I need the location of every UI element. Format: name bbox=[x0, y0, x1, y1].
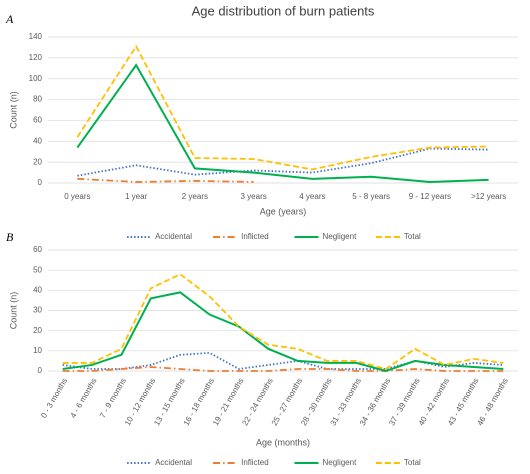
series-line bbox=[76, 63, 489, 183]
y-axis-title: Count (n) bbox=[8, 91, 18, 129]
series-line bbox=[62, 366, 504, 372]
series-line bbox=[62, 351, 504, 370]
x-axis-title: Age (months) bbox=[256, 437, 310, 447]
y-tick-label: 60 bbox=[33, 245, 42, 254]
x-tick-label: 34 - 36 months bbox=[358, 377, 392, 428]
x-tick-label: 0 years bbox=[64, 192, 90, 201]
x-tick-label: 10 - 12 months bbox=[123, 377, 157, 428]
x-tick-label: 37 - 39 months bbox=[387, 377, 421, 428]
x-tick-label: 7 - 9 months bbox=[98, 377, 128, 420]
legend-label: Inflicted bbox=[241, 232, 269, 241]
y-tick-label: 10 bbox=[33, 346, 42, 355]
y-tick-label: 20 bbox=[33, 326, 42, 335]
series-line bbox=[62, 273, 504, 370]
series-line bbox=[76, 44, 489, 171]
y-tick-label: 120 bbox=[29, 53, 43, 62]
chart-title: Age distribution of burn patients bbox=[192, 3, 375, 18]
x-tick-label: 25 - 27 months bbox=[270, 377, 304, 428]
x-tick-label: 0 - 3 months bbox=[39, 377, 69, 420]
y-tick-label: 140 bbox=[29, 32, 43, 41]
legend-label: Accidental bbox=[155, 232, 192, 241]
x-tick-label: 40 - 42 months bbox=[417, 377, 451, 428]
x-tick-label: 4 - 6 months bbox=[69, 377, 99, 420]
x-tick-label: 1 year bbox=[125, 192, 148, 201]
legend-label: Negligent bbox=[323, 232, 358, 241]
x-tick-label: 9 - 12 years bbox=[409, 192, 451, 201]
x-tick-label: 19 - 21 months bbox=[211, 377, 245, 428]
legend-label: Total bbox=[404, 458, 421, 467]
series-line bbox=[62, 291, 504, 373]
x-tick-label: 46 - 48 months bbox=[475, 377, 509, 428]
x-tick-label: >12 years bbox=[471, 192, 506, 201]
y-axis-title: Count (n) bbox=[8, 292, 18, 330]
x-tick-label: 5 - 8 years bbox=[352, 192, 390, 201]
y-tick-label: 40 bbox=[33, 285, 42, 294]
x-tick-label: 3 years bbox=[241, 192, 267, 201]
x-tick-label: 31 - 33 months bbox=[329, 377, 363, 428]
x-tick-label: 22 - 24 months bbox=[240, 377, 274, 428]
y-tick-label: 20 bbox=[33, 157, 42, 166]
legend-label: Inflicted bbox=[241, 458, 269, 467]
y-tick-label: 50 bbox=[33, 265, 42, 274]
y-tick-label: 0 bbox=[38, 366, 43, 375]
y-tick-label: 80 bbox=[33, 95, 42, 104]
y-tick-label: 100 bbox=[29, 74, 43, 83]
x-tick-label: 16 - 18 months bbox=[182, 377, 216, 428]
panel-label: A bbox=[5, 12, 14, 26]
x-axis-title: Age (years) bbox=[260, 206, 307, 216]
x-tick-label: 2 years bbox=[182, 192, 208, 201]
y-tick-label: 40 bbox=[33, 136, 42, 145]
x-tick-label: 43 - 45 months bbox=[446, 377, 480, 428]
series-line bbox=[77, 177, 254, 183]
x-tick-label: 28 - 30 months bbox=[299, 377, 333, 428]
y-tick-label: 60 bbox=[33, 116, 42, 125]
x-tick-label: 4 years bbox=[299, 192, 325, 201]
series-line bbox=[77, 147, 489, 177]
legend-label: Total bbox=[404, 232, 421, 241]
y-tick-label: 30 bbox=[33, 306, 42, 315]
legend-label: Negligent bbox=[323, 458, 358, 467]
legend-label: Accidental bbox=[155, 458, 192, 467]
panel-label: B bbox=[6, 230, 14, 244]
x-tick-label: 13 - 15 months bbox=[152, 377, 186, 428]
y-tick-label: 0 bbox=[38, 178, 43, 187]
